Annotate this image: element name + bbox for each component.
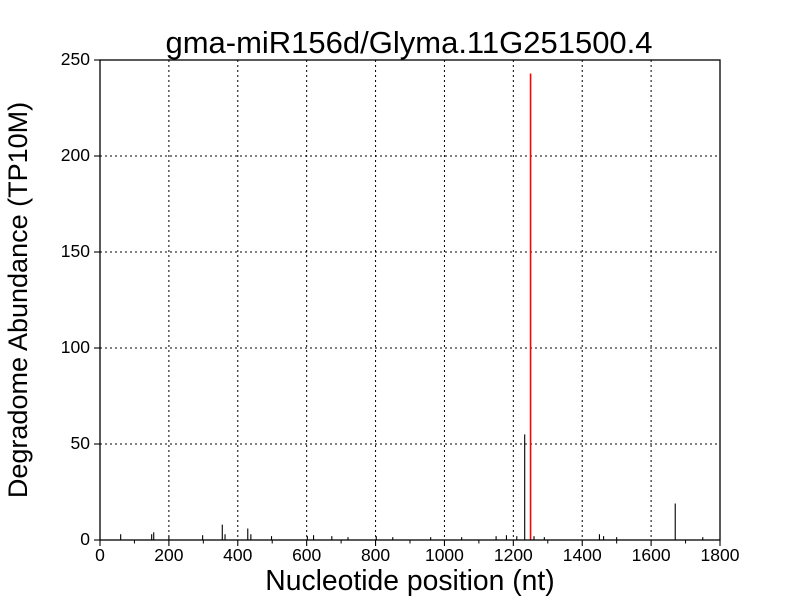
svg-text:1200: 1200 (494, 545, 533, 565)
svg-text:200: 200 (154, 545, 183, 565)
svg-text:1600: 1600 (632, 545, 671, 565)
svg-text:1400: 1400 (563, 545, 602, 565)
svg-text:0: 0 (80, 529, 90, 549)
svg-text:800: 800 (361, 545, 390, 565)
svg-text:50: 50 (71, 433, 91, 453)
svg-text:Degradome Abundance (TP10M): Degradome Abundance (TP10M) (3, 102, 33, 498)
svg-text:100: 100 (61, 337, 90, 357)
svg-text:400: 400 (223, 545, 252, 565)
svg-text:0: 0 (95, 545, 105, 565)
svg-text:1800: 1800 (701, 545, 740, 565)
svg-text:Nucleotide position (nt): Nucleotide position (nt) (265, 564, 554, 596)
svg-text:250: 250 (61, 49, 90, 69)
svg-text:600: 600 (292, 545, 321, 565)
svg-text:1000: 1000 (425, 545, 464, 565)
svg-text:gma-miR156d/Glyma.11G251500.4: gma-miR156d/Glyma.11G251500.4 (165, 25, 652, 60)
svg-text:200: 200 (61, 145, 90, 165)
svg-text:150: 150 (61, 241, 90, 261)
